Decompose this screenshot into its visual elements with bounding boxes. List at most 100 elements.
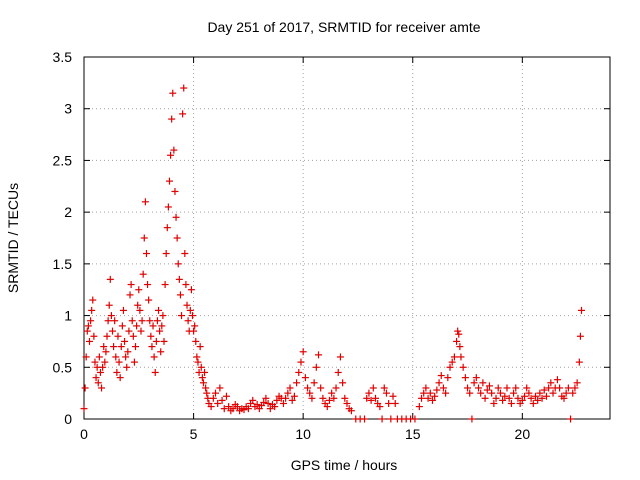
data-point: [110, 343, 118, 351]
data-point: [233, 403, 241, 411]
data-point: [428, 396, 436, 404]
data-point: [192, 337, 200, 345]
data-point: [84, 322, 92, 330]
data-point: [103, 332, 111, 340]
data-point: [288, 396, 296, 404]
data-point: [282, 394, 290, 402]
data-point: [286, 384, 294, 392]
data-point: [488, 389, 496, 397]
data-point: [290, 392, 298, 400]
data-point: [196, 343, 204, 351]
data-point: [367, 396, 375, 404]
data-point: [456, 343, 464, 351]
data-point: [266, 405, 274, 413]
data-point: [534, 396, 542, 404]
data-point: [83, 327, 91, 335]
x-tick-label: 5: [190, 426, 198, 442]
data-point: [218, 396, 226, 404]
data-point: [96, 368, 104, 376]
data-point: [279, 399, 287, 407]
data-point: [454, 327, 462, 335]
data-point: [455, 330, 463, 338]
data-point: [163, 224, 171, 232]
data-point: [490, 399, 498, 407]
data-point: [444, 374, 452, 382]
data-point: [391, 399, 399, 407]
data-point: [89, 296, 97, 304]
data-point: [260, 398, 268, 406]
x-tick-label: 15: [405, 426, 421, 442]
data-point: [229, 405, 237, 413]
data-points: [80, 84, 586, 423]
data-point: [190, 327, 198, 335]
data-point: [492, 394, 500, 402]
data-point: [496, 389, 504, 397]
data-point: [336, 353, 344, 361]
data-point: [380, 384, 388, 392]
data-point: [499, 396, 507, 404]
data-point: [141, 198, 149, 206]
data-point: [249, 396, 257, 404]
data-point: [99, 363, 107, 371]
plot-frame: [83, 56, 611, 420]
data-point: [325, 396, 333, 404]
data-point: [385, 399, 393, 407]
data-point: [139, 270, 147, 278]
data-point: [439, 384, 447, 392]
data-point: [138, 317, 146, 325]
data-point: [472, 374, 480, 382]
data-point: [178, 312, 186, 320]
data-point: [512, 384, 520, 392]
data-point: [81, 384, 89, 392]
data-point: [216, 384, 224, 392]
data-point: [284, 389, 292, 397]
data-point: [567, 415, 575, 423]
data-point: [194, 358, 202, 366]
y-tick-label: 3: [64, 101, 72, 117]
data-point: [225, 403, 233, 411]
data-point: [151, 368, 159, 376]
data-point: [95, 353, 103, 361]
data-point: [172, 213, 180, 221]
data-point: [98, 384, 106, 392]
data-point: [253, 401, 261, 409]
data-point: [147, 332, 155, 340]
data-point: [116, 374, 124, 382]
data-point: [328, 389, 336, 397]
y-tick-label: 3.5: [53, 49, 73, 65]
data-point: [100, 343, 108, 351]
data-point: [175, 275, 183, 283]
data-point: [542, 392, 550, 400]
data-point: [299, 348, 307, 356]
data-point: [87, 317, 95, 325]
data-point: [108, 327, 116, 335]
data-point: [111, 317, 119, 325]
data-point: [365, 389, 373, 397]
data-point: [202, 384, 210, 392]
data-point: [168, 115, 176, 123]
data-point: [556, 384, 564, 392]
data-point: [207, 403, 215, 411]
data-point: [186, 306, 194, 314]
data-point: [569, 389, 577, 397]
data-point: [122, 353, 130, 361]
data-point: [187, 286, 195, 294]
data-point: [201, 368, 209, 376]
data-point: [459, 363, 467, 371]
data-point: [80, 405, 88, 413]
data-point: [306, 389, 314, 397]
data-point: [301, 374, 309, 382]
data-point: [180, 84, 188, 92]
data-point: [212, 389, 219, 397]
data-point: [418, 394, 426, 402]
data-point: [88, 306, 96, 314]
data-point: [148, 343, 156, 351]
x-tick-label: 20: [515, 426, 531, 442]
data-point: [494, 384, 502, 392]
data-point: [304, 384, 312, 392]
data-point: [575, 358, 583, 366]
data-point: [173, 234, 181, 242]
data-point: [170, 146, 178, 154]
data-point: [553, 376, 561, 384]
